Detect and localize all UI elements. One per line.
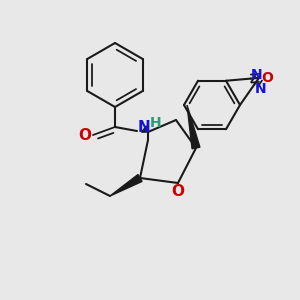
Polygon shape [142,126,148,132]
Text: H: H [150,116,162,130]
Text: N: N [254,82,266,96]
Polygon shape [187,105,200,149]
Text: O: O [79,128,92,142]
Polygon shape [110,175,142,196]
Text: N: N [251,68,262,82]
Text: N: N [138,119,150,134]
Text: O: O [261,71,273,85]
Text: O: O [172,184,184,199]
